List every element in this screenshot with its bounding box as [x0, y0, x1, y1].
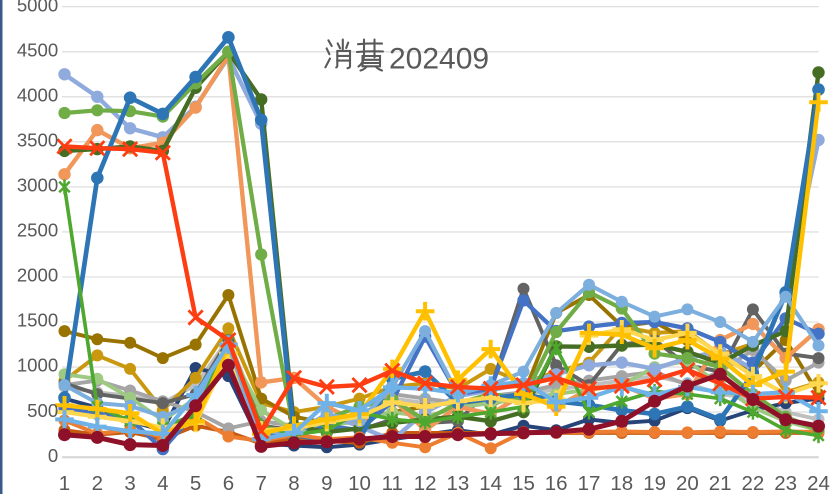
svg-text:6: 6: [223, 472, 234, 494]
svg-text:18: 18: [610, 472, 633, 494]
svg-text:15: 15: [512, 472, 535, 494]
svg-text:12: 12: [414, 472, 437, 494]
svg-text:2: 2: [92, 472, 103, 494]
svg-text:4000: 4000: [17, 84, 58, 105]
svg-text:202409: 202409: [389, 43, 489, 76]
svg-text:2500: 2500: [17, 220, 58, 241]
svg-text:2000: 2000: [17, 265, 58, 286]
svg-text:3: 3: [124, 472, 135, 494]
svg-text:4500: 4500: [17, 39, 58, 60]
svg-text:10: 10: [348, 472, 371, 494]
svg-text:16: 16: [545, 472, 568, 494]
svg-text:14: 14: [479, 472, 502, 494]
svg-text:17: 17: [578, 472, 601, 494]
svg-text:5: 5: [190, 472, 201, 494]
svg-text:7: 7: [255, 472, 266, 494]
svg-text:1: 1: [59, 472, 70, 494]
svg-text:8: 8: [288, 472, 299, 494]
svg-text:4: 4: [157, 472, 168, 494]
svg-text:5000: 5000: [17, 0, 58, 15]
svg-text:3000: 3000: [17, 175, 58, 196]
svg-text:13: 13: [446, 472, 469, 494]
svg-text:22: 22: [741, 472, 764, 494]
svg-text:20: 20: [676, 472, 699, 494]
svg-text:19: 19: [643, 472, 666, 494]
svg-text:500: 500: [27, 400, 58, 421]
svg-text:21: 21: [709, 472, 732, 494]
svg-text:23: 23: [774, 472, 797, 494]
svg-text:1500: 1500: [17, 310, 58, 331]
svg-text:1000: 1000: [17, 355, 58, 376]
svg-text:3500: 3500: [17, 129, 58, 150]
svg-text:24: 24: [807, 472, 830, 494]
svg-text:11: 11: [382, 472, 403, 494]
svg-text:0: 0: [48, 445, 58, 466]
svg-text:9: 9: [321, 472, 332, 494]
